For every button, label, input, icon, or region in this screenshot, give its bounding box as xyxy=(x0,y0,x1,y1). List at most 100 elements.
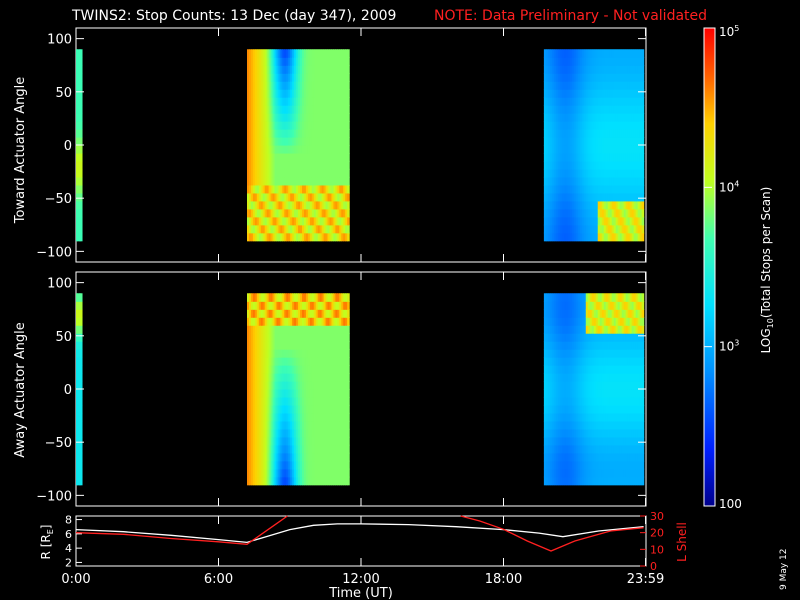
heatmap-cell xyxy=(296,184,299,194)
heatmap-cell xyxy=(341,184,344,194)
heatmap-cell xyxy=(347,49,350,58)
heatmap-cell xyxy=(585,216,589,226)
heatmap-cell xyxy=(282,396,285,406)
heatmap-cell xyxy=(601,192,605,202)
heatmap-cell xyxy=(298,389,301,398)
heatmap-cell xyxy=(585,460,589,470)
heatmap-cell xyxy=(575,412,579,422)
heatmap-cell xyxy=(305,168,309,178)
heatmap-cell xyxy=(270,389,274,398)
heatmap-cell xyxy=(619,460,623,470)
heatmap-cell xyxy=(252,200,256,210)
heatmap-cell xyxy=(290,152,293,162)
heatmap-cell xyxy=(282,176,285,186)
heatmap-cell xyxy=(325,365,329,374)
heatmap-cell xyxy=(327,224,331,234)
heatmap-cell xyxy=(292,57,295,66)
heatmap-cell xyxy=(247,168,250,178)
heatmap-cell xyxy=(569,224,573,234)
heatmap-cell xyxy=(619,428,623,438)
heatmap-cell xyxy=(311,436,315,446)
heatmap-cell xyxy=(629,404,633,414)
heatmap-cell xyxy=(258,365,262,374)
heatmap-cell xyxy=(341,468,344,478)
heatmap-cell xyxy=(599,412,603,422)
heatmap-cell xyxy=(301,192,305,202)
heatmap-cell xyxy=(301,208,305,218)
heatmap-cell xyxy=(605,381,609,390)
heatmap-cell xyxy=(323,349,327,358)
heatmap-cell xyxy=(619,349,623,358)
heatmap-cell xyxy=(613,468,617,478)
heatmap-cell xyxy=(617,349,621,358)
heatmap-cell xyxy=(335,65,338,74)
heatmap-cell xyxy=(247,333,250,342)
heatmap-cell xyxy=(311,105,315,114)
heatmap-cell xyxy=(266,137,270,146)
heatmap-cell xyxy=(333,444,336,454)
heatmap-cell xyxy=(579,145,583,154)
heatmap-cell xyxy=(270,420,274,430)
heatmap-cell xyxy=(276,216,280,226)
heatmap-cell xyxy=(333,232,336,242)
heatmap-cell xyxy=(617,404,621,414)
heatmap-cell xyxy=(292,129,295,138)
heatmap-cell xyxy=(337,460,340,470)
heatmap-cell xyxy=(274,341,278,350)
heatmap-cell xyxy=(337,420,340,430)
heatmap-cell xyxy=(321,81,325,90)
heatmap-cell xyxy=(343,293,346,302)
heatmap-cell xyxy=(589,192,593,202)
heatmap-cell xyxy=(611,105,615,114)
heatmap-cell xyxy=(625,200,629,210)
heatmap-cell xyxy=(571,81,575,90)
heatmap-cell xyxy=(258,129,262,138)
heatmap-cell xyxy=(581,160,585,170)
heatmap-cell xyxy=(280,349,283,358)
heatmap-cell xyxy=(331,357,335,366)
heatmap-cell xyxy=(77,81,80,90)
heatmap-cell xyxy=(329,176,333,186)
heatmap-cell xyxy=(579,373,583,382)
heatmap-cell xyxy=(276,341,280,350)
heatmap-cell xyxy=(601,381,605,390)
heatmap-cell xyxy=(631,468,635,478)
heatmap-cell xyxy=(563,301,567,310)
heatmap-cell xyxy=(317,121,321,130)
heatmap-cell xyxy=(298,192,301,202)
heatmap-cell xyxy=(619,97,623,106)
heatmap-cell xyxy=(551,168,555,178)
heatmap-cell xyxy=(557,436,561,446)
heatmap-cell xyxy=(270,412,274,422)
heatmap-cell xyxy=(337,232,340,242)
heatmap-cell xyxy=(601,232,605,242)
heatmap-cell xyxy=(597,301,601,310)
heatmap-cell xyxy=(577,341,581,350)
heatmap-cell xyxy=(339,57,342,66)
heatmap-cell xyxy=(307,333,311,342)
heatmap-cell xyxy=(333,341,336,350)
heatmap-cell xyxy=(247,349,250,358)
heatmap-cell xyxy=(553,184,557,194)
heatmap-cell xyxy=(339,420,342,430)
heatmap-cell xyxy=(303,57,307,66)
heatmap-cell xyxy=(543,341,547,350)
heatmap-cell xyxy=(549,152,553,162)
heatmap-cell xyxy=(609,452,613,462)
heatmap-cell xyxy=(327,396,331,406)
heatmap-cell xyxy=(321,184,325,194)
heatmap-cell xyxy=(282,216,285,226)
heatmap-cell xyxy=(547,65,551,74)
heatmap-cell xyxy=(599,65,603,74)
heatmap-cell xyxy=(247,396,250,406)
heatmap-cell xyxy=(577,184,581,194)
heatmap-cell xyxy=(573,309,577,318)
heatmap-cell xyxy=(589,176,593,186)
heatmap-cell xyxy=(252,460,256,470)
heatmap-cell xyxy=(603,168,607,178)
heatmap-cell xyxy=(286,105,289,114)
heatmap-cell xyxy=(595,232,599,242)
heatmap-cell xyxy=(557,232,561,242)
heatmap-cell xyxy=(252,57,256,66)
heatmap-cell xyxy=(292,192,295,202)
